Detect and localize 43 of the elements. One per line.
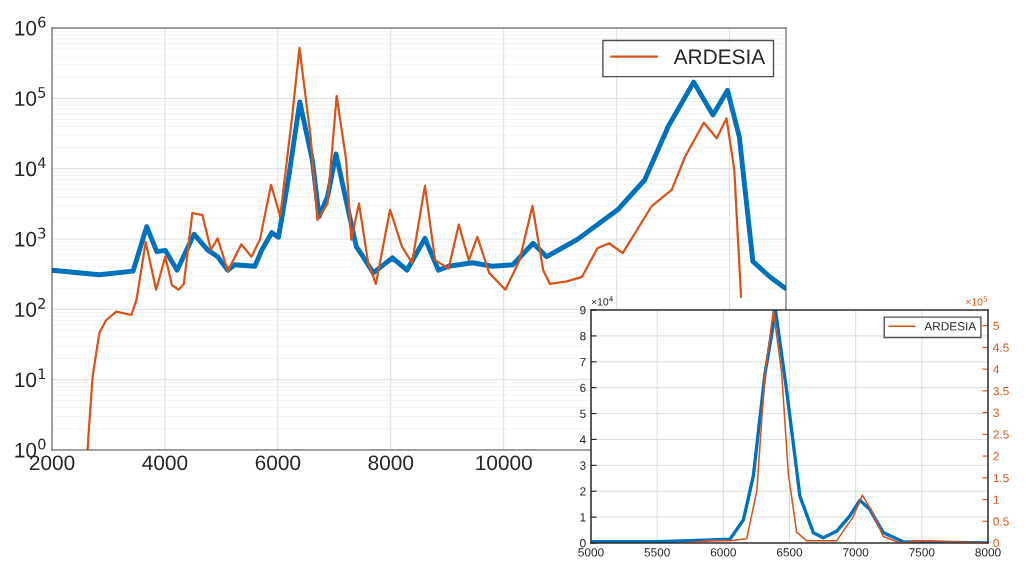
y2-tick-label: 3 — [993, 408, 999, 417]
y-tick-label: 7 — [580, 357, 586, 367]
annotation: ×10$^{4}$ — [591, 296, 613, 306]
x-tick-label: 6500 — [776, 548, 803, 557]
y-tick-label: 6 — [580, 383, 586, 393]
x-tick-label: 7000 — [843, 548, 869, 557]
y-tick-label: 10$^{2}$ — [15, 297, 45, 317]
y-tick-label: 2 — [580, 487, 586, 496]
x-tick-label: 8000 — [368, 455, 414, 471]
y2-tick-label: 0.5 — [993, 517, 1009, 526]
y-tick-label: 10$^{1}$ — [15, 368, 46, 388]
y2-tick-label: 1 — [993, 495, 999, 504]
y-tick-label: 8 — [580, 331, 586, 341]
x-tick-label: 4000 — [142, 455, 188, 471]
y-tick-label: 5 — [580, 409, 586, 418]
y-tick-label: 4 — [579, 435, 586, 444]
y2-tick-label: 2 — [993, 452, 999, 461]
y-tick-label: 10$^{3}$ — [15, 227, 46, 247]
legend-label: ARDESIA — [924, 322, 977, 331]
line-series — [52, 79, 786, 291]
y-tick-label: 9 — [580, 306, 586, 315]
x-tick-label: 8000 — [975, 548, 1001, 557]
x-tick-label: 7500 — [909, 548, 935, 557]
y2-tick-label: 4.5 — [993, 343, 1009, 352]
x-tick-label: 10000 — [476, 455, 532, 471]
y2-tick-label: 3.5 — [993, 386, 1009, 396]
legend-label: ARDESIA — [673, 49, 766, 65]
y2-tick-label: 0 — [993, 539, 999, 548]
y2-tick-label: 5 — [993, 321, 999, 331]
y2-tick-label: 4 — [993, 365, 1000, 374]
text: ×10$^{5}$ — [966, 296, 988, 306]
x-tick-label: 6000 — [710, 548, 736, 557]
y2-tick-label: 1.5 — [993, 473, 1009, 483]
x-tick-label: 6000 — [255, 455, 301, 471]
y-tick-label: 3 — [580, 461, 586, 470]
y-tick-label: 10$^{5}$ — [15, 87, 46, 106]
y-tick-label: 10$^{4}$ — [15, 157, 46, 177]
x-tick-label: 5000 — [578, 548, 604, 557]
y-tick-label: 1 — [580, 513, 586, 522]
x-tick-label: 5500 — [644, 548, 670, 557]
y-tick-label: 10$^{6}$ — [15, 16, 46, 36]
y-tick-label: 0 — [580, 539, 586, 548]
y2-tick-label: 2.5 — [993, 430, 1009, 439]
